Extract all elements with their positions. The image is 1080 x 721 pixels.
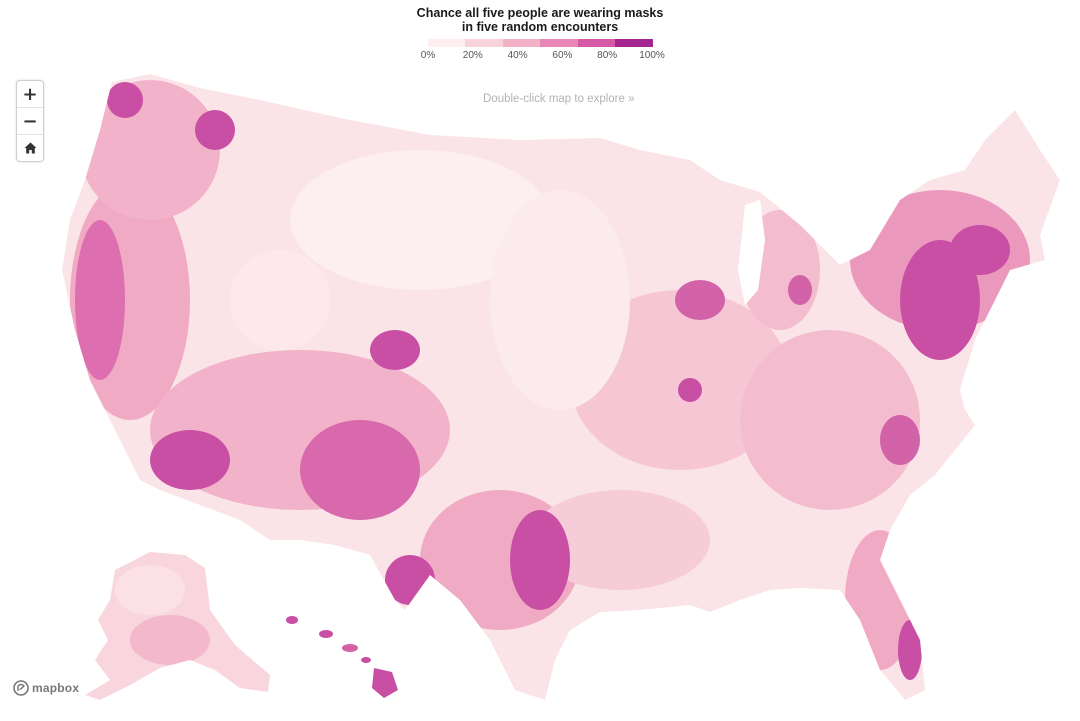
reset-view-button[interactable]: [17, 135, 43, 161]
map-navigation-controls: + −: [16, 80, 44, 162]
minus-icon: −: [22, 110, 38, 132]
zoom-in-button[interactable]: +: [17, 81, 43, 108]
mapbox-logo-icon: [13, 680, 29, 696]
legend-swatch-0: [427, 39, 465, 47]
hawaii-region: [286, 616, 398, 698]
legend-title-line2: in five random encounters: [461, 20, 619, 34]
legend-ticks: 0% 20% 40% 60% 80% 100%: [420, 49, 665, 63]
zoom-out-button[interactable]: −: [17, 108, 43, 135]
map-legend: Chance all five people are wearing masks…: [380, 6, 700, 63]
legend-swatch-3: [540, 39, 578, 47]
legend-tick-label: 100%: [639, 50, 665, 61]
legend-color-scale: [427, 39, 653, 47]
legend-swatch-1: [465, 39, 503, 47]
explore-hint: Double-click map to explore »: [483, 93, 635, 105]
home-icon: [24, 142, 36, 154]
legend-tick-label: 0%: [420, 50, 436, 61]
legend-swatch-5: [615, 39, 653, 47]
mapbox-attribution[interactable]: mapbox: [13, 680, 79, 696]
legend-tick-label: 40%: [507, 50, 528, 61]
legend-title-line1: Chance all five people are wearing masks: [416, 6, 664, 20]
contiguous-us-region: [62, 74, 1060, 700]
mapbox-logo-text: mapbox: [32, 681, 80, 695]
legend-tick-label: 80%: [597, 50, 618, 61]
legend-tick-label: 60%: [552, 50, 573, 61]
legend-tick-label: 20%: [462, 50, 483, 61]
alaska-region: [85, 552, 270, 700]
plus-icon: +: [22, 83, 38, 105]
legend-swatch-4: [577, 39, 615, 47]
legend-swatch-2: [502, 39, 540, 47]
